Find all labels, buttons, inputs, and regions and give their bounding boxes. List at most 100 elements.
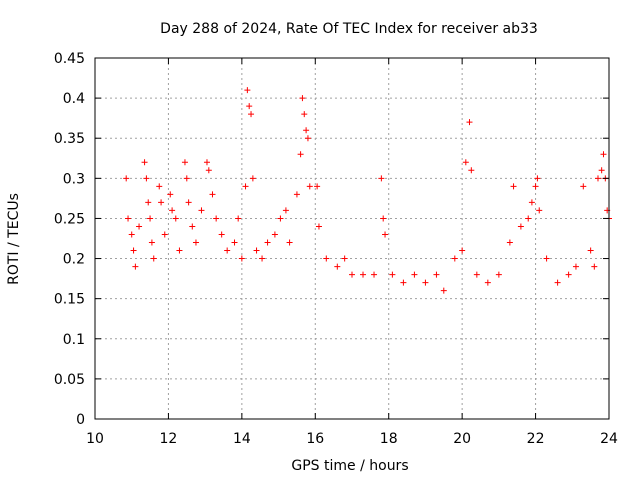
data-point: [161, 231, 168, 238]
x-tick-label: 22: [527, 431, 545, 447]
data-point: [297, 151, 304, 158]
data-point: [554, 279, 561, 286]
data-point: [600, 151, 607, 158]
data-point: [451, 255, 458, 262]
data-point: [594, 175, 601, 182]
y-axis-title: ROTI / TECUs: [6, 193, 22, 285]
data-points: [123, 87, 612, 294]
data-point: [400, 279, 407, 286]
data-point: [203, 159, 210, 166]
data-point: [244, 87, 251, 94]
y-tick-label: 0.25: [54, 211, 85, 227]
x-tick-label: 18: [380, 431, 398, 447]
data-point: [459, 247, 466, 254]
data-point: [238, 255, 245, 262]
data-point: [484, 279, 491, 286]
data-point: [323, 255, 330, 262]
data-point: [145, 199, 152, 206]
data-point: [411, 271, 418, 278]
x-tick-label: 16: [306, 431, 324, 447]
x-tick-label: 12: [160, 431, 178, 447]
y-tick-label: 0.1: [63, 332, 85, 348]
data-point: [125, 215, 132, 222]
data-point: [598, 167, 605, 174]
data-point: [147, 215, 154, 222]
y-tick-label: 0.05: [54, 372, 85, 388]
y-tick-label: 0.3: [63, 171, 85, 187]
data-point: [532, 183, 539, 190]
x-tick-label: 10: [86, 431, 104, 447]
data-point: [213, 215, 220, 222]
data-point: [277, 215, 284, 222]
data-point: [271, 231, 278, 238]
data-point: [286, 239, 293, 246]
data-point: [218, 231, 225, 238]
y-tick-label: 0.4: [63, 91, 85, 107]
data-point: [572, 263, 579, 270]
data-point: [141, 159, 148, 166]
data-point: [462, 159, 469, 166]
data-point: [246, 103, 253, 110]
x-tick-label: 24: [600, 431, 618, 447]
data-point: [183, 175, 190, 182]
data-point: [128, 231, 135, 238]
data-point: [315, 223, 322, 230]
data-point: [235, 215, 242, 222]
data-point: [341, 255, 348, 262]
data-point: [282, 207, 289, 214]
data-point: [156, 183, 163, 190]
data-point: [591, 263, 598, 270]
data-point: [304, 135, 311, 142]
data-point: [264, 239, 271, 246]
data-point: [389, 271, 396, 278]
data-point: [248, 111, 255, 118]
data-point: [360, 271, 367, 278]
x-tick-label: 20: [453, 431, 471, 447]
plot-frame: [94, 57, 610, 420]
data-point: [303, 127, 310, 134]
data-point: [132, 263, 139, 270]
data-point: [143, 175, 150, 182]
data-point: [466, 119, 473, 126]
data-point: [543, 255, 550, 262]
data-point: [242, 183, 249, 190]
data-point: [510, 183, 517, 190]
data-point: [517, 223, 524, 230]
data-point: [172, 215, 179, 222]
data-point: [314, 183, 321, 190]
y-tick-label: 0: [76, 412, 85, 428]
data-point: [587, 247, 594, 254]
data-point: [301, 111, 308, 118]
data-point: [259, 255, 266, 262]
data-point: [378, 175, 385, 182]
data-point: [473, 271, 480, 278]
y-tick-label: 0.45: [54, 51, 85, 67]
data-point: [422, 279, 429, 286]
data-point: [130, 247, 137, 254]
data-point: [495, 271, 502, 278]
data-point: [169, 207, 176, 214]
data-point: [380, 215, 387, 222]
data-point: [176, 247, 183, 254]
data-point: [433, 271, 440, 278]
data-point: [506, 239, 513, 246]
data-point: [150, 255, 157, 262]
data-point: [334, 263, 341, 270]
data-point: [536, 207, 543, 214]
data-point: [534, 175, 541, 182]
data-point: [565, 271, 572, 278]
data-point: [306, 183, 313, 190]
y-tick-label: 0.35: [54, 131, 85, 147]
x-axis-title: GPS time / hours: [291, 458, 408, 474]
data-point: [224, 247, 231, 254]
data-point: [525, 215, 532, 222]
data-point: [440, 287, 447, 294]
data-point: [580, 183, 587, 190]
data-point: [468, 167, 475, 174]
data-point: [209, 191, 216, 198]
data-point: [136, 223, 143, 230]
y-tick-label: 0.2: [63, 252, 85, 268]
data-point: [198, 207, 205, 214]
y-tick-label: 0.15: [54, 292, 85, 308]
data-point: [167, 191, 174, 198]
